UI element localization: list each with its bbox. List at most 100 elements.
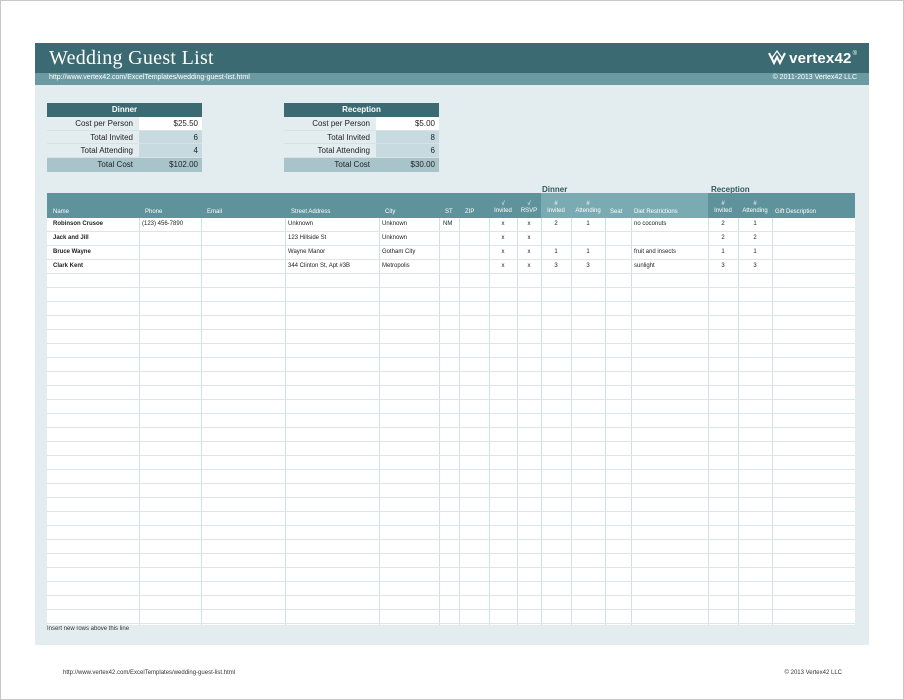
- cell-d-attending[interactable]: 3: [586, 263, 590, 269]
- cell-city[interactable]: [379, 386, 439, 400]
- col-header-diet[interactable]: Diet Restrictions: [631, 193, 708, 218]
- cell-d-attending[interactable]: [571, 526, 605, 540]
- cell-d-attending[interactable]: [571, 540, 605, 554]
- cell-rsvp[interactable]: [517, 344, 541, 358]
- cell-gift[interactable]: [772, 302, 855, 316]
- cell-r-attending[interactable]: [738, 386, 772, 400]
- cell-name[interactable]: Bruce Wayne: [53, 249, 91, 255]
- cell-diet[interactable]: no coconuts: [634, 221, 667, 227]
- cell-gift[interactable]: [772, 456, 855, 470]
- col-header-street[interactable]: Street Address: [291, 209, 331, 215]
- cell-r-attending[interactable]: [738, 358, 772, 372]
- cell-seat[interactable]: [605, 372, 631, 386]
- cell-email[interactable]: [201, 414, 285, 428]
- cell-street[interactable]: 344 Clinton St, Apt #3B: [288, 263, 351, 269]
- cell-r-attending[interactable]: [738, 414, 772, 428]
- cell-diet[interactable]: [631, 596, 708, 610]
- cell-email[interactable]: [201, 526, 285, 540]
- cell-city[interactable]: [379, 498, 439, 512]
- cell-seat[interactable]: [605, 470, 631, 484]
- cell-city[interactable]: Gotham City: [382, 249, 416, 255]
- cell-street[interactable]: [285, 442, 379, 456]
- cell-invited[interactable]: [489, 344, 517, 358]
- cell-zip[interactable]: [459, 232, 489, 246]
- cell-seat[interactable]: [605, 582, 631, 596]
- cell-diet[interactable]: [631, 274, 708, 288]
- cell-gift[interactable]: [772, 498, 855, 512]
- cell-invited[interactable]: [489, 610, 517, 624]
- cell-d-invited[interactable]: [541, 470, 571, 484]
- cell-rsvp[interactable]: [517, 470, 541, 484]
- cell-invited[interactable]: [489, 484, 517, 498]
- cell-invited[interactable]: [489, 274, 517, 288]
- cell-seat[interactable]: [605, 540, 631, 554]
- cell-phone[interactable]: [139, 456, 201, 470]
- cell-st[interactable]: [439, 610, 459, 624]
- cell-gift[interactable]: [772, 540, 855, 554]
- cell-zip[interactable]: [459, 316, 489, 330]
- cell-street[interactable]: [285, 400, 379, 414]
- cell-rsvp[interactable]: [517, 498, 541, 512]
- cell-phone[interactable]: [139, 274, 201, 288]
- cell-email[interactable]: [201, 540, 285, 554]
- cell-st[interactable]: [439, 484, 459, 498]
- cell-d-invited[interactable]: [541, 386, 571, 400]
- cell-invited[interactable]: [489, 526, 517, 540]
- cell-city[interactable]: Unknown: [382, 221, 408, 227]
- cell-d-invited[interactable]: 3: [554, 263, 558, 269]
- cell-street[interactable]: [285, 610, 379, 624]
- cell-r-invited[interactable]: [708, 470, 738, 484]
- cell-st[interactable]: [439, 386, 459, 400]
- template-url-link[interactable]: http://www.vertex42.com/ExcelTemplates/w…: [49, 74, 250, 81]
- cell-name[interactable]: [47, 568, 139, 582]
- cell-d-attending[interactable]: [571, 386, 605, 400]
- cell-gift[interactable]: [772, 554, 855, 568]
- cell-seat[interactable]: [605, 610, 631, 624]
- cell-phone[interactable]: [139, 260, 201, 274]
- cell-d-invited[interactable]: [541, 554, 571, 568]
- cell-email[interactable]: [201, 442, 285, 456]
- cell-zip[interactable]: [459, 302, 489, 316]
- cell-d-invited[interactable]: [541, 344, 571, 358]
- cell-phone[interactable]: [139, 526, 201, 540]
- cell-rsvp[interactable]: [517, 316, 541, 330]
- cell-d-attending[interactable]: [571, 428, 605, 442]
- cell-diet[interactable]: [631, 358, 708, 372]
- cell-rsvp[interactable]: x: [527, 235, 531, 241]
- cell-invited[interactable]: [489, 498, 517, 512]
- cell-r-invited[interactable]: [708, 442, 738, 456]
- cell-email[interactable]: [201, 246, 285, 260]
- cell-seat[interactable]: [605, 288, 631, 302]
- cell-diet[interactable]: [631, 610, 708, 624]
- cell-phone[interactable]: [139, 246, 201, 260]
- cell-street[interactable]: [285, 358, 379, 372]
- cell-email[interactable]: [201, 596, 285, 610]
- cell-email[interactable]: [201, 568, 285, 582]
- cell-street[interactable]: Wayne Manor: [288, 249, 326, 255]
- cell-email[interactable]: [201, 498, 285, 512]
- cell-d-invited[interactable]: [541, 274, 571, 288]
- cell-zip[interactable]: [459, 596, 489, 610]
- col-header-gift[interactable]: Gift Description: [775, 209, 817, 215]
- cell-rsvp[interactable]: [517, 568, 541, 582]
- cell-seat[interactable]: [605, 274, 631, 288]
- cell-r-attending[interactable]: [738, 372, 772, 386]
- cell-email[interactable]: [201, 316, 285, 330]
- cell-email[interactable]: [201, 554, 285, 568]
- cell-gift[interactable]: [772, 582, 855, 596]
- cell-seat[interactable]: [605, 218, 631, 232]
- cell-phone[interactable]: [139, 484, 201, 498]
- cell-r-attending[interactable]: [738, 302, 772, 316]
- cell-phone[interactable]: [139, 302, 201, 316]
- cell-gift[interactable]: [772, 414, 855, 428]
- cell-diet[interactable]: [631, 414, 708, 428]
- cell-city[interactable]: [379, 442, 439, 456]
- cell-seat[interactable]: [605, 484, 631, 498]
- cell-r-invited[interactable]: [708, 344, 738, 358]
- cell-city[interactable]: [379, 540, 439, 554]
- cell-phone[interactable]: [139, 498, 201, 512]
- cell-name[interactable]: [47, 274, 139, 288]
- cell-rsvp[interactable]: [517, 358, 541, 372]
- cell-street[interactable]: [285, 512, 379, 526]
- cell-gift[interactable]: [772, 260, 855, 274]
